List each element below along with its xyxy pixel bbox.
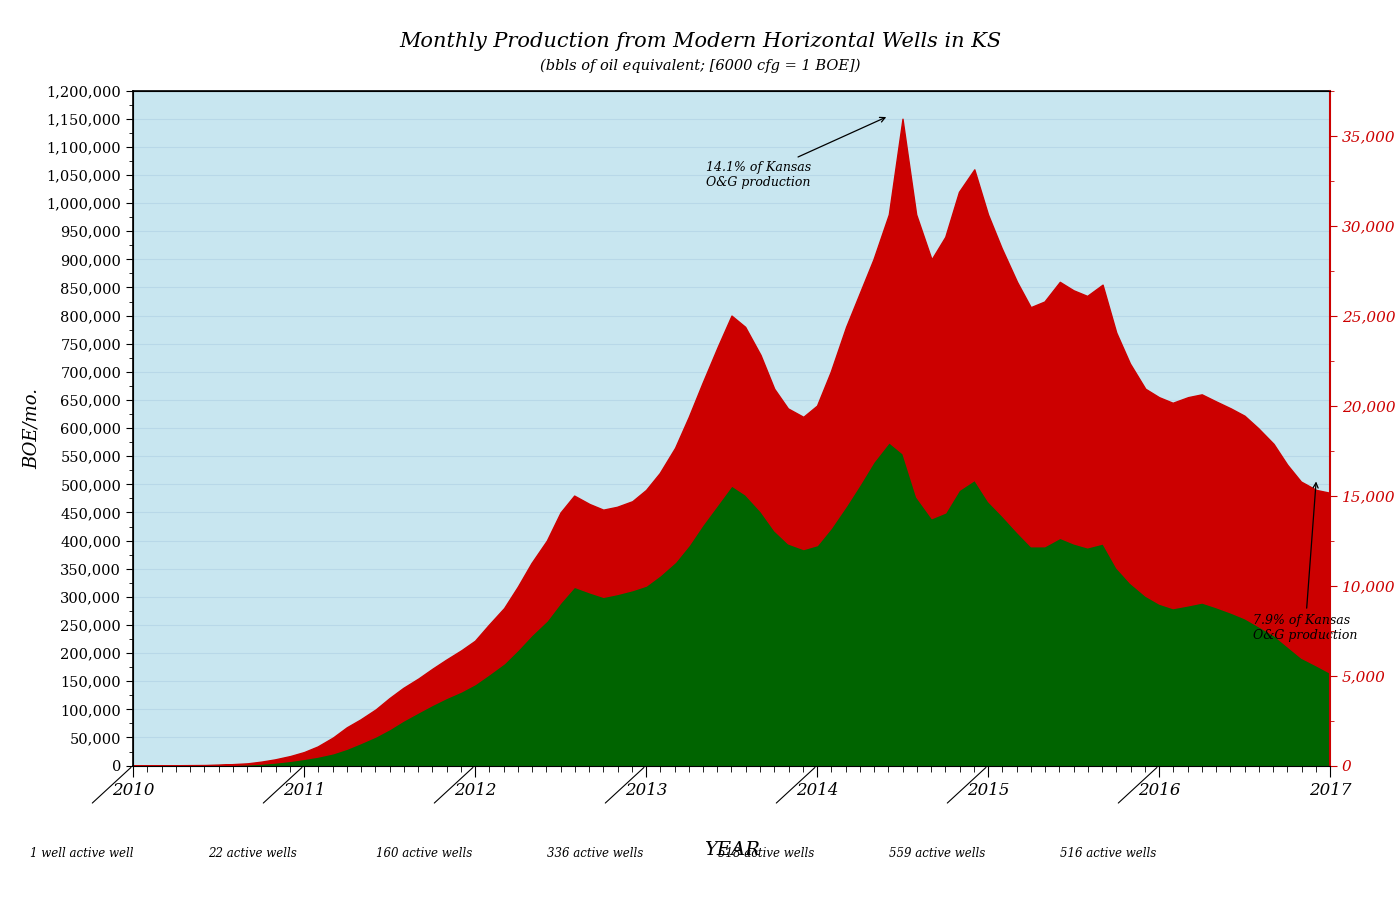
Text: 7.9% of Kansas
O&G production: 7.9% of Kansas O&G production [1253, 483, 1358, 641]
Text: 22 active wells: 22 active wells [209, 847, 297, 860]
Text: Monthly Production from Modern Horizontal Wells in KS: Monthly Production from Modern Horizonta… [399, 32, 1001, 51]
Text: 160 active wells: 160 active wells [375, 847, 472, 860]
Text: 559 active wells: 559 active wells [889, 847, 984, 860]
Text: 14.1% of Kansas
O&G production: 14.1% of Kansas O&G production [706, 118, 885, 189]
Text: 516 active wells: 516 active wells [1060, 847, 1156, 860]
Text: 1 well active well: 1 well active well [29, 847, 133, 860]
Text: 336 active wells: 336 active wells [546, 847, 643, 860]
Text: 518 active wells: 518 active wells [718, 847, 813, 860]
Text: (bbls of oil equivalent; [6000 cfg = 1 BOE]): (bbls of oil equivalent; [6000 cfg = 1 B… [540, 59, 860, 73]
X-axis label: YEAR: YEAR [704, 841, 759, 859]
Y-axis label: BOE/mo.: BOE/mo. [22, 388, 41, 468]
